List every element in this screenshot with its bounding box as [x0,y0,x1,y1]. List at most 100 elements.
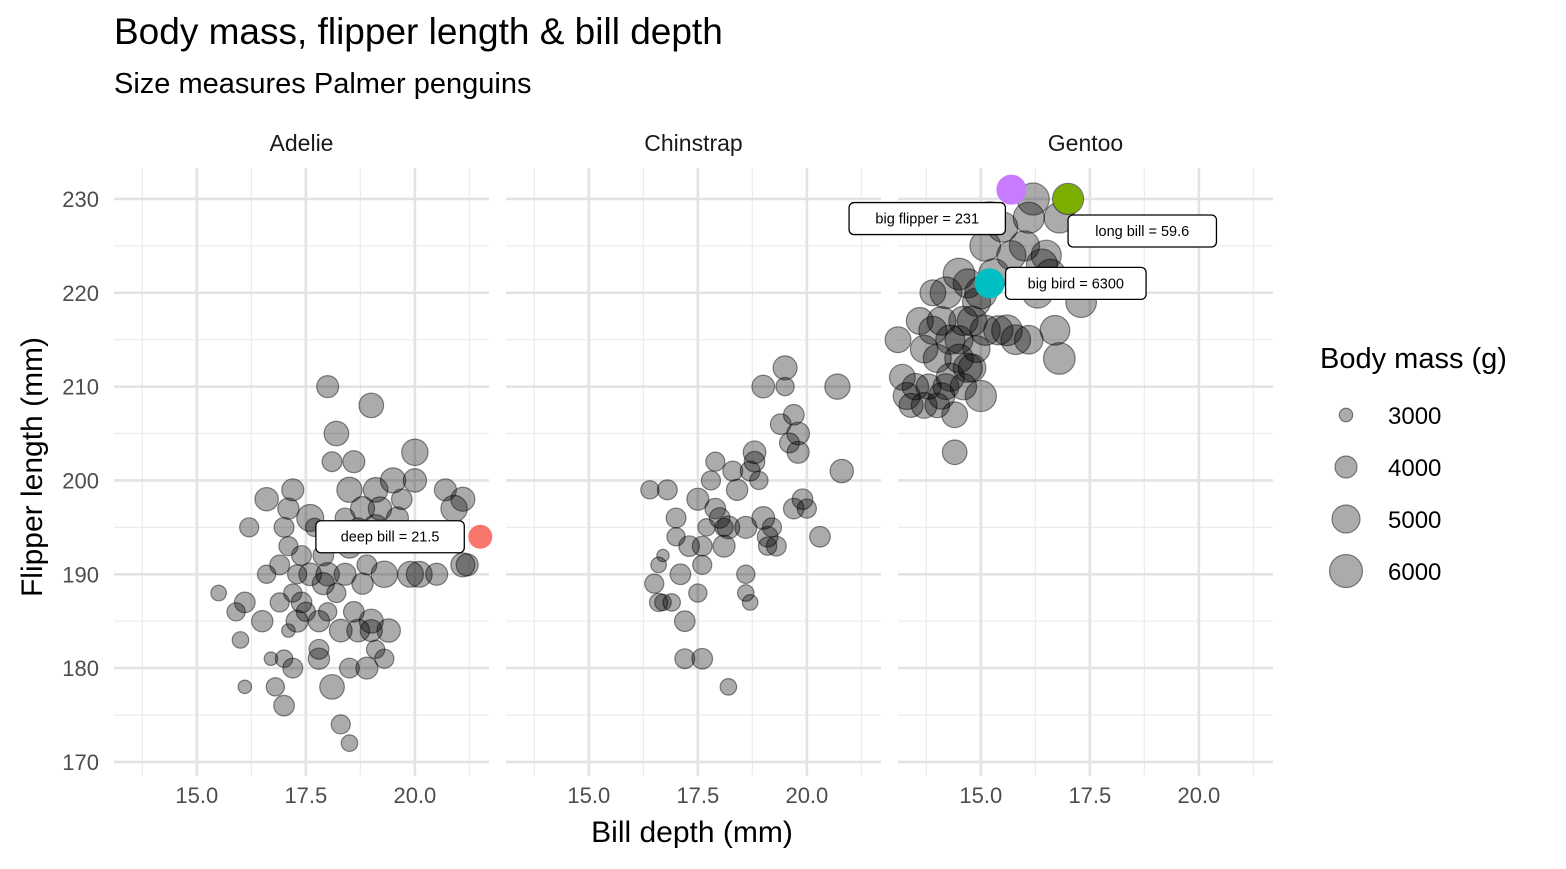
data-point [942,257,976,291]
legend-title: Body mass (g) [1320,343,1507,375]
data-point [640,480,660,500]
data-point [691,535,713,557]
data-point [336,476,363,504]
data-point [342,450,366,474]
data-point [316,375,340,399]
data-point [239,517,260,538]
x-tick-label: 15.0 [959,783,1002,808]
data-point [969,314,1001,346]
data-point [932,373,960,401]
data-point [650,556,667,574]
data-point [829,458,855,484]
data-point [761,517,783,538]
data-point [944,325,974,355]
data-point [256,564,277,584]
highlight-point [974,268,1005,299]
data-point [402,468,428,493]
data-point [910,391,938,419]
data-point [926,306,957,336]
data-point [233,591,256,614]
data-point [909,334,939,364]
annotation-box [1067,214,1218,248]
data-point [397,560,425,588]
data-point [716,515,741,540]
y-tick-label: 230 [62,187,99,212]
data-point [705,451,726,472]
data-point [269,554,291,576]
data-point [433,478,457,502]
highlight-annotation: long bill = 59.6 [1053,183,1218,248]
data-point [356,554,378,576]
data-point [824,373,851,400]
data-point [317,602,338,622]
data-point [948,305,979,337]
data-point [962,335,991,364]
data-point [786,440,810,464]
data-point [405,560,433,588]
data-point [290,591,313,614]
x-tick-label: 17.5 [1068,783,1111,808]
data-point [736,564,756,584]
data-point [1042,342,1076,375]
data-point [949,372,978,401]
legend-item: 3000 [1338,403,1441,430]
data-point [358,392,385,419]
highlight-annotation: deep bill = 21.5 [315,520,493,554]
highlight-point [468,524,493,549]
data-point [673,610,696,633]
data-point [374,648,395,669]
legend-item: 4000 [1334,455,1441,482]
data-point [376,618,401,643]
data-point [656,548,670,563]
data-point [915,373,942,400]
data-point [765,535,787,557]
annotation-label: long bill = 59.6 [1095,224,1189,240]
data-point [884,326,912,354]
data-point [283,583,303,603]
x-tick-label: 15.0 [175,783,218,808]
data-point [751,374,776,399]
data-point [686,487,710,511]
data-point [308,638,330,660]
data-point [654,593,672,612]
data-point [734,515,758,539]
data-point [757,536,778,556]
data-point [749,470,769,491]
y-tick-label: 220 [62,281,99,306]
data-point [665,507,687,529]
data-point [919,279,947,307]
x-tick-label: 17.5 [284,783,327,808]
data-point [1012,201,1045,234]
data-point [692,554,713,576]
data-point [269,592,290,613]
data-point [791,488,814,511]
data-point [365,639,386,660]
data-point [307,647,331,670]
y-tick-label: 170 [62,750,99,775]
data-point [326,582,347,604]
data-point [274,649,294,669]
data-point [285,609,309,633]
data-point [941,401,969,429]
data-point [323,420,350,447]
legend-label: 6000 [1388,559,1441,586]
data-point [918,315,948,345]
data-point [983,315,1014,346]
data-point [691,647,714,670]
legend-label: 4000 [1388,455,1441,482]
data-point [265,677,286,697]
x-tick-label: 15.0 [567,783,610,808]
legend-key [1331,504,1361,534]
data-point [656,479,678,501]
data-point [328,618,353,643]
data-point [941,439,968,466]
data-point [273,516,295,538]
data-point [281,623,296,638]
data-point [351,572,374,595]
data-point [295,601,316,622]
data-point [782,403,805,426]
data-point [1013,324,1044,355]
data-point [251,609,274,633]
data-point [390,488,413,511]
